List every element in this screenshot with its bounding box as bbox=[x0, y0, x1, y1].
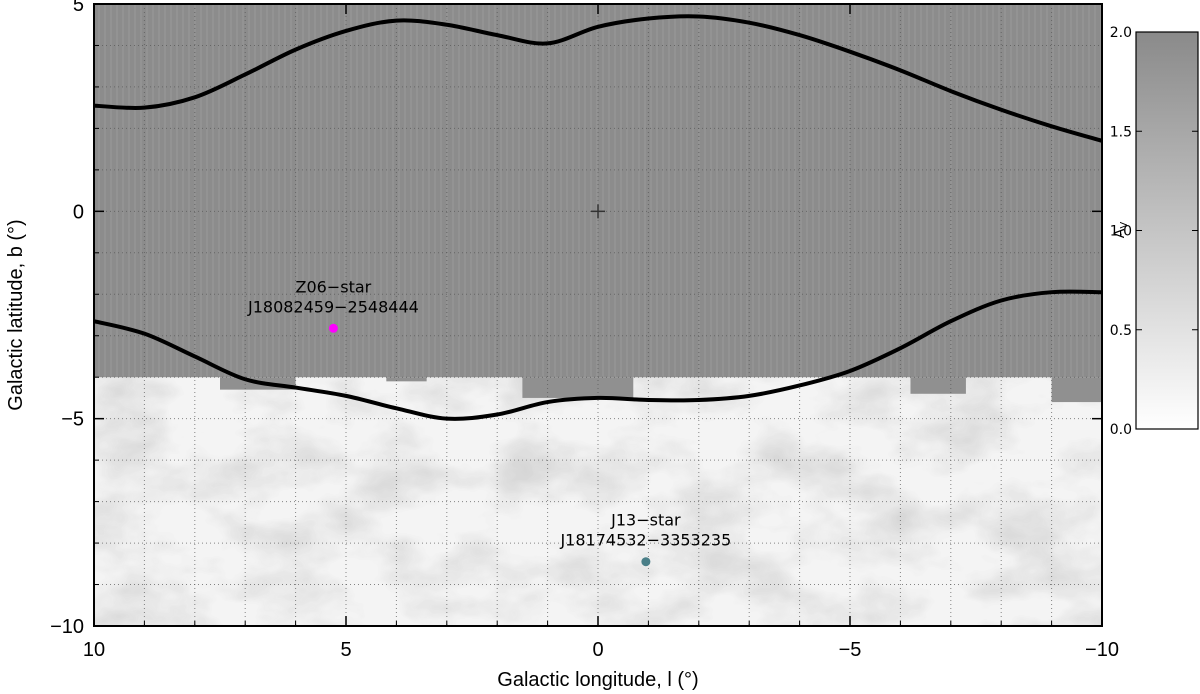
colorbar-ticks: 2.0 1.5 1.0 0.5 0.0 bbox=[1110, 25, 1198, 438]
x-tick-label: 5 bbox=[340, 639, 351, 661]
colorbar-tick-label: 2.0 bbox=[1110, 25, 1132, 41]
colorbar-tick-label: 1.0 bbox=[1110, 224, 1132, 240]
extinction-heatmap bbox=[94, 4, 1102, 626]
star-name-label: J13−star bbox=[610, 511, 681, 530]
saturated-block bbox=[910, 377, 966, 394]
saturated-block bbox=[1051, 377, 1102, 403]
colorbar: 2.01.51.00.50.0 AV bbox=[1110, 25, 1199, 438]
saturated-block bbox=[386, 377, 427, 382]
star-name-label: Z06−star bbox=[296, 277, 372, 296]
y-tick-label: 0 bbox=[73, 201, 84, 223]
contour-lower bbox=[94, 289, 1102, 421]
x-tick-label: 10 bbox=[83, 639, 105, 661]
star-point bbox=[641, 557, 651, 567]
y-tick-label: −5 bbox=[61, 409, 84, 431]
axes: 10 5 0 −5 −10 5 0 −5 −10 bbox=[50, 0, 1119, 661]
x-tick-label: −10 bbox=[1085, 639, 1119, 661]
colorbar-tick-label: 1.5 bbox=[1110, 124, 1132, 140]
star-point bbox=[328, 323, 338, 333]
star-id-label: J18082459−2548444 bbox=[247, 297, 419, 316]
star-id-label: J18174532−3353235 bbox=[559, 531, 731, 550]
x-axis-title: Galactic longitude, l (°) bbox=[497, 669, 698, 691]
y-tick-label: 5 bbox=[73, 0, 84, 16]
saturated-block bbox=[522, 377, 634, 398]
colorbar-gradient bbox=[1135, 31, 1199, 430]
y-tick-label: −10 bbox=[50, 616, 84, 638]
x-tick-label: 0 bbox=[592, 639, 603, 661]
colorbar-tick-label: 0.0 bbox=[1110, 422, 1132, 438]
contours bbox=[94, 14, 1102, 421]
colorbar-tick-label: 0.5 bbox=[1110, 323, 1132, 339]
contour-upper bbox=[94, 14, 1102, 143]
x-tick-label: −5 bbox=[839, 639, 862, 661]
y-axis-title: Galactic latitude, b (°) bbox=[5, 219, 27, 410]
